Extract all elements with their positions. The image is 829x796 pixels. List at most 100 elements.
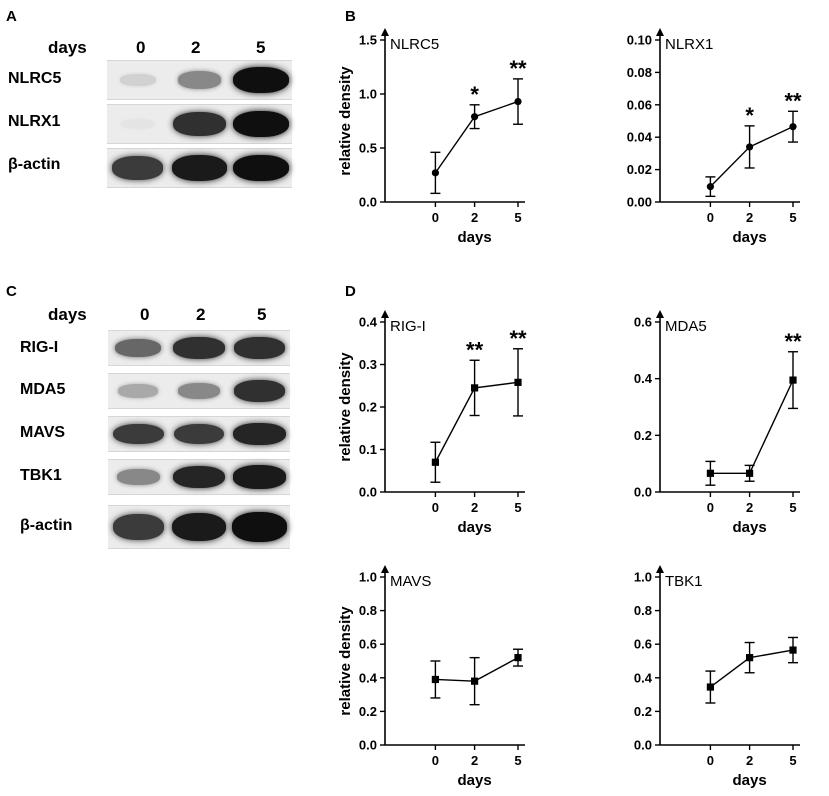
y-tick-label: 1.0: [359, 570, 377, 585]
significance-label: *: [470, 82, 479, 107]
data-point: [706, 183, 715, 191]
significance-label: **: [466, 337, 484, 362]
chart-title: NLRC5: [390, 36, 439, 53]
data-point: [514, 97, 522, 106]
y-axis-arrow: [656, 28, 664, 36]
data-point: [514, 378, 522, 386]
x-axis-title: days: [457, 229, 491, 246]
significance-label: **: [509, 56, 527, 81]
blot-c-row-label: TBK1: [20, 467, 62, 484]
data-point: [789, 646, 797, 654]
blot-a-lane-label: 2: [191, 38, 201, 57]
x-tick-label: 2: [746, 210, 753, 225]
x-tick-label: 0: [432, 500, 439, 515]
blot-c-strip: [108, 505, 290, 549]
x-tick-label: 2: [746, 753, 753, 768]
y-tick-label: 0.00: [627, 195, 652, 210]
data-point: [431, 458, 439, 466]
y-axis-arrow: [381, 310, 389, 318]
blot-band: [232, 465, 287, 489]
data-point: [789, 123, 797, 131]
y-tick-label: 0.2: [359, 704, 377, 719]
blot-band: [177, 71, 222, 89]
significance-label: **: [784, 88, 802, 113]
x-tick-label: 5: [789, 500, 796, 515]
blot-c-row-label: β-actin: [20, 517, 73, 534]
y-axis-title: relative density: [337, 606, 354, 716]
y-tick-label: 0.5: [359, 141, 377, 156]
x-axis-title: days: [457, 519, 491, 536]
x-tick-label: 2: [746, 500, 753, 515]
data-point: [431, 675, 439, 684]
blot-band: [118, 384, 159, 398]
blot-c-strip: [108, 330, 290, 366]
y-tick-label: 0.4: [359, 315, 378, 330]
data-point: [789, 376, 797, 384]
y-tick-label: 0.1: [359, 442, 377, 457]
y-tick-label: 0.8: [634, 603, 652, 618]
y-tick-label: 0.3: [359, 357, 377, 372]
y-axis-arrow: [381, 28, 389, 36]
blot-a-strip: [107, 148, 292, 188]
blot-band: [172, 465, 226, 489]
data-point: [514, 654, 522, 662]
blot-a-strip: [107, 104, 292, 144]
data-point: [746, 469, 754, 477]
y-tick-label: 0.0: [359, 195, 377, 210]
blot-c-lane-label: 2: [196, 305, 206, 324]
blot-band: [113, 423, 164, 445]
blot-band: [112, 156, 164, 180]
x-tick-label: 2: [471, 210, 478, 225]
x-axis-title: days: [732, 519, 766, 536]
x-tick-label: 0: [707, 753, 714, 768]
blot-c-strip: [108, 373, 290, 409]
blot-band: [172, 155, 227, 181]
blot-c-lane-label: 0: [140, 305, 150, 324]
y-tick-label: 0.4: [634, 670, 653, 685]
y-tick-label: 0.4: [359, 670, 378, 685]
blot-c-lane-label: 5: [257, 305, 267, 324]
y-tick-label: 0.6: [359, 637, 377, 652]
data-point: [471, 113, 479, 121]
blot-band: [233, 337, 286, 359]
significance-label: **: [784, 329, 802, 354]
panel-letter-a: A: [6, 8, 17, 25]
chart-title: TBK1: [665, 573, 703, 590]
blot-band: [173, 111, 226, 136]
data-point: [746, 143, 754, 151]
blot-band: [177, 383, 221, 399]
blot-a-row-label: β-actin: [8, 156, 61, 173]
y-tick-label: 0.0: [634, 738, 652, 753]
data-point: [746, 654, 754, 662]
y-axis-title: relative density: [337, 66, 354, 176]
blot-a-row-label: NLRC5: [8, 70, 62, 87]
x-tick-label: 5: [789, 753, 796, 768]
blot-band: [233, 110, 289, 138]
y-axis-arrow: [656, 565, 664, 573]
blot-c-strip: [108, 416, 290, 452]
x-axis-title: days: [457, 772, 491, 789]
blot-a-row-label: NLRX1: [8, 113, 61, 130]
x-tick-label: 5: [789, 210, 796, 225]
y-tick-label: 0.02: [627, 162, 652, 177]
blot-a-lane-label: 0: [136, 38, 146, 57]
x-tick-label: 0: [432, 210, 439, 225]
blot-c-row-label: MAVS: [20, 424, 66, 441]
x-axis-title: days: [732, 772, 766, 789]
blot-band: [173, 337, 225, 359]
blot-band: [172, 512, 226, 542]
x-axis-title: days: [732, 229, 766, 246]
western-blot-a: days 0 2 5 NLRC5 NLRX1 β-actin: [0, 0, 300, 200]
x-tick-label: 5: [514, 210, 521, 225]
data-point: [706, 469, 714, 477]
data-point: [706, 683, 714, 691]
blot-band: [113, 514, 164, 540]
chart-title: MDA5: [665, 318, 707, 335]
blot-band: [232, 512, 287, 542]
blot-band: [233, 380, 286, 402]
